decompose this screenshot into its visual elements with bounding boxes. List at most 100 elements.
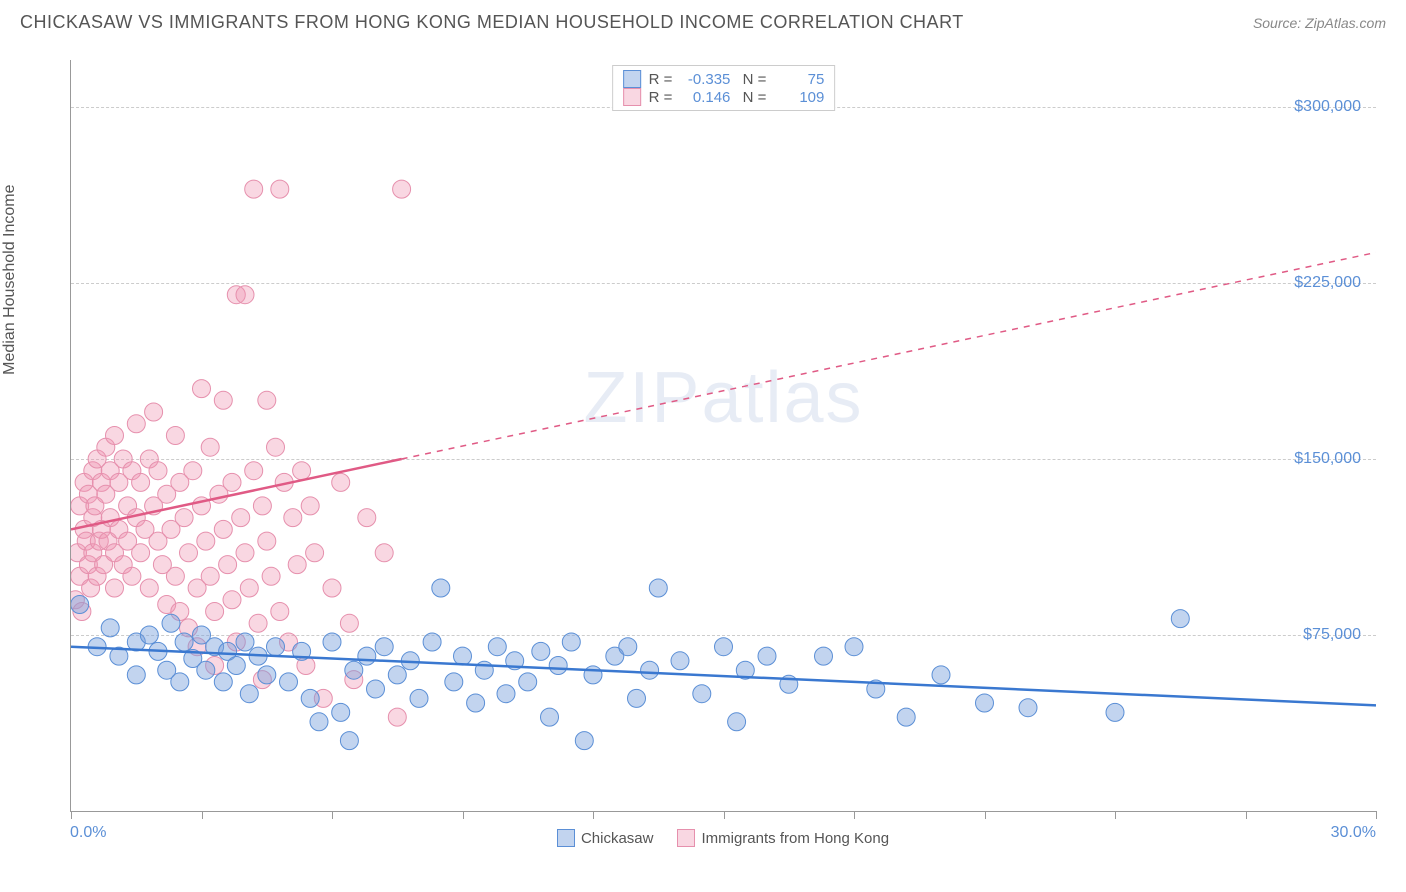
data-point	[1106, 703, 1124, 721]
square-icon	[677, 829, 695, 847]
data-point	[897, 708, 915, 726]
data-point	[132, 544, 150, 562]
legend-n-value: 75	[774, 71, 824, 88]
data-point	[267, 438, 285, 456]
data-point	[367, 680, 385, 698]
legend-n-label: N =	[738, 89, 766, 106]
data-point	[454, 647, 472, 665]
data-point	[175, 509, 193, 527]
x-tick	[332, 811, 333, 819]
data-point	[388, 708, 406, 726]
data-point	[323, 633, 341, 651]
data-point	[649, 579, 667, 597]
data-point	[340, 732, 358, 750]
data-point	[532, 642, 550, 660]
data-point	[628, 689, 646, 707]
data-point	[106, 579, 124, 597]
legend-r-label: R =	[649, 89, 673, 106]
data-point	[145, 403, 163, 421]
data-point	[345, 661, 363, 679]
data-point	[340, 614, 358, 632]
data-point	[388, 666, 406, 684]
data-point	[815, 647, 833, 665]
data-point	[197, 661, 215, 679]
data-point	[467, 694, 485, 712]
data-point	[166, 427, 184, 445]
data-point	[175, 633, 193, 651]
data-point	[575, 732, 593, 750]
data-point	[258, 391, 276, 409]
chart-area: Median Household Income ZIPatlas R = -0.…	[20, 50, 1386, 872]
data-point	[214, 673, 232, 691]
data-point	[358, 509, 376, 527]
data-point	[584, 666, 602, 684]
series-legend: Chickasaw Immigrants from Hong Kong	[70, 829, 1376, 847]
data-point	[232, 509, 250, 527]
data-point	[410, 689, 428, 707]
data-point	[236, 544, 254, 562]
plot-region: ZIPatlas R = -0.335 N = 75 R = 0.146 N =…	[70, 60, 1376, 812]
data-point	[162, 614, 180, 632]
legend-r-label: R =	[649, 71, 673, 88]
data-point	[127, 415, 145, 433]
data-point	[375, 638, 393, 656]
data-point	[310, 713, 328, 731]
legend-row-pink: R = 0.146 N = 109	[623, 88, 825, 106]
data-point	[149, 462, 167, 480]
data-point	[306, 544, 324, 562]
x-tick	[202, 811, 203, 819]
legend-n-label: N =	[738, 71, 766, 88]
data-point	[236, 286, 254, 304]
data-point	[258, 666, 276, 684]
data-point	[214, 520, 232, 538]
data-point	[693, 685, 711, 703]
data-point	[641, 661, 659, 679]
data-point	[223, 591, 241, 609]
data-point	[214, 391, 232, 409]
legend-row-blue: R = -0.335 N = 75	[623, 70, 825, 88]
data-point	[236, 633, 254, 651]
data-point	[271, 603, 289, 621]
chart-header: CHICKASAW VS IMMIGRANTS FROM HONG KONG M…	[0, 0, 1406, 41]
data-point	[258, 532, 276, 550]
data-point	[445, 673, 463, 691]
square-icon	[557, 829, 575, 847]
data-point	[219, 556, 237, 574]
data-point	[932, 666, 950, 684]
data-point	[267, 638, 285, 656]
data-point	[180, 544, 198, 562]
legend-n-value: 109	[774, 89, 824, 106]
data-point	[728, 713, 746, 731]
data-point	[519, 673, 537, 691]
data-point	[332, 703, 350, 721]
data-point	[245, 180, 263, 198]
data-point	[245, 462, 263, 480]
data-point	[293, 462, 311, 480]
data-point	[101, 619, 119, 637]
data-point	[271, 180, 289, 198]
legend-label: Immigrants from Hong Kong	[701, 830, 889, 847]
data-point	[184, 462, 202, 480]
data-point	[845, 638, 863, 656]
x-tick	[71, 811, 72, 819]
data-point	[432, 579, 450, 597]
data-point	[358, 647, 376, 665]
y-axis-label: Median Household Income	[1, 184, 19, 374]
data-point	[249, 614, 267, 632]
data-point	[193, 380, 211, 398]
data-point	[976, 694, 994, 712]
data-point	[253, 497, 271, 515]
data-point	[758, 647, 776, 665]
data-point	[166, 567, 184, 585]
data-point	[223, 473, 241, 491]
data-point	[240, 685, 258, 703]
chart-source: Source: ZipAtlas.com	[1253, 15, 1386, 31]
data-point	[497, 685, 515, 703]
data-point	[423, 633, 441, 651]
data-point	[123, 567, 141, 585]
data-point	[393, 180, 411, 198]
data-point	[284, 509, 302, 527]
square-icon	[623, 88, 641, 106]
legend-label: Chickasaw	[581, 830, 654, 847]
x-tick	[1376, 811, 1377, 819]
